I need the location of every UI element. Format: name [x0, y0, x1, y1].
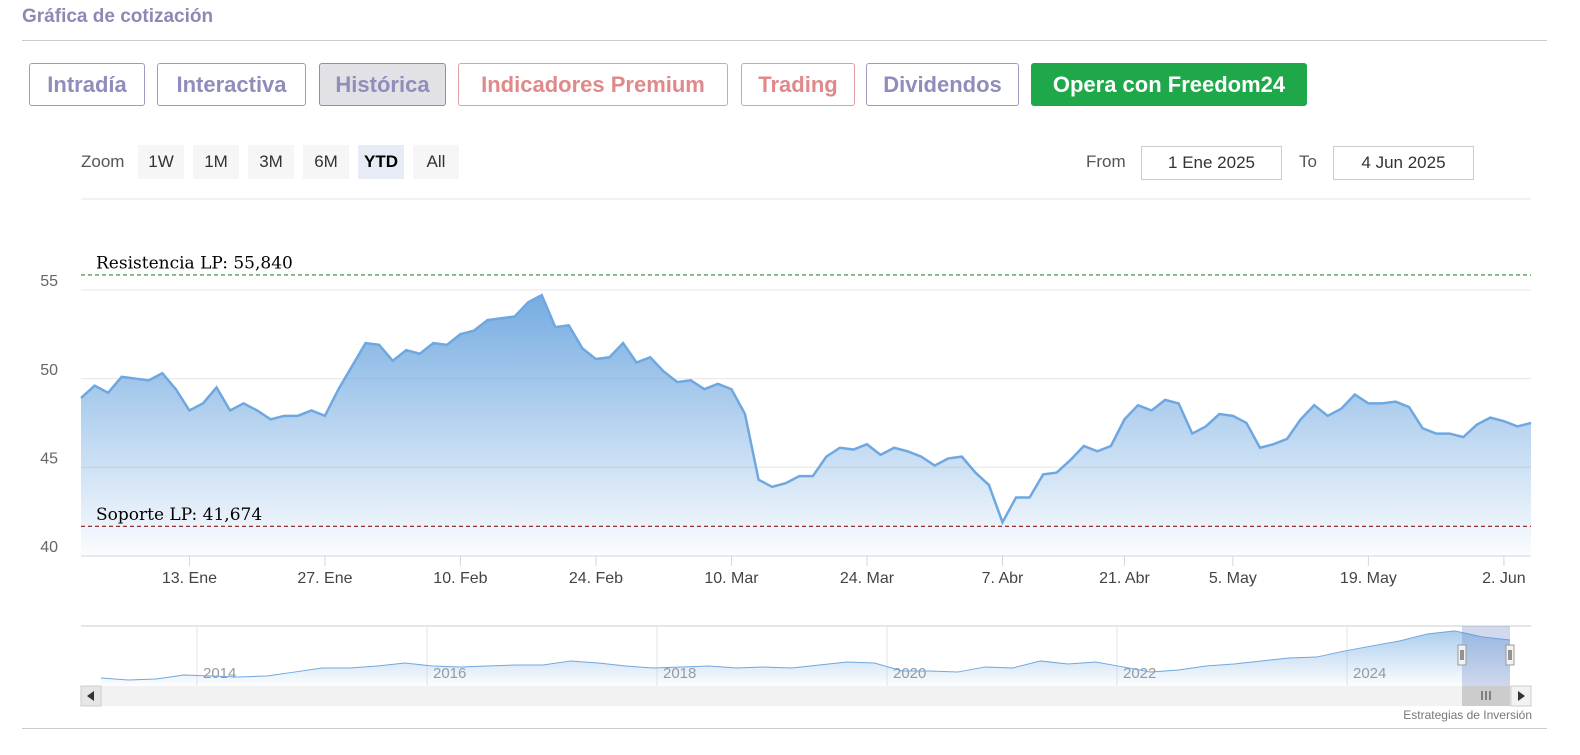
x-tick-label: 24. Mar — [840, 570, 895, 587]
area-fill — [81, 295, 1531, 556]
y-tick-label: 45 — [40, 451, 58, 468]
price-line — [80, 293, 1532, 526]
x-tick-label: 10. Mar — [704, 570, 759, 587]
tab[interactable]: Intradía — [29, 63, 145, 106]
y-tick-label: 40 — [40, 539, 58, 556]
zoom-button[interactable]: 1W — [138, 145, 184, 179]
section-title: Gráfica de cotización — [22, 6, 214, 27]
nav-handle[interactable] — [1457, 644, 1467, 666]
nav-line — [100, 630, 1511, 681]
y-tick-label: 50 — [40, 362, 58, 379]
zoom-button[interactable]: 1M — [193, 145, 239, 179]
x-tick-label: 10. Feb — [433, 570, 487, 587]
reference-label: Soporte LP: 41,674 — [96, 505, 262, 525]
x-tick-label: 13. Ene — [162, 570, 217, 587]
cta-button[interactable]: Opera con Freedom24 — [1031, 63, 1307, 106]
arrow — [1518, 691, 1525, 701]
nav-area — [101, 630, 1510, 686]
y-tick-label: 55 — [40, 273, 58, 290]
x-tick-label: 24. Feb — [569, 570, 623, 587]
from-label: From — [1086, 152, 1126, 171]
divider — [22, 40, 1547, 41]
zoom-button[interactable]: 3M — [248, 145, 294, 179]
zoom-button[interactable]: YTD — [358, 145, 404, 179]
from-input[interactable]: 1 Ene 2025 — [1141, 146, 1282, 180]
divider — [22, 728, 1547, 729]
tab[interactable]: Indicadores Premium — [458, 63, 728, 106]
reference-label: Resistencia LP: 55,840 — [96, 253, 293, 273]
tab[interactable]: Dividendos — [866, 63, 1019, 106]
x-tick-label: 5. May — [1209, 570, 1257, 587]
tab[interactable]: Interactiva — [157, 63, 306, 106]
x-tick-label: 27. Ene — [297, 570, 352, 587]
nav-selection — [1462, 626, 1510, 686]
nav-handle[interactable] — [1505, 644, 1515, 666]
zoom-button[interactable]: All — [413, 145, 459, 179]
tab[interactable]: Trading — [741, 63, 855, 106]
x-tick-label: 19. May — [1340, 570, 1397, 587]
x-tick-label: 7. Abr — [982, 570, 1024, 587]
zoom-label: Zoom — [81, 152, 125, 171]
credit: Estrategias de Inversión — [1403, 708, 1532, 722]
zoom-button[interactable]: 6M — [303, 145, 349, 179]
x-tick-label: 21. Abr — [1099, 570, 1150, 587]
x-tick-label: 2. Jun — [1482, 570, 1526, 587]
tab[interactable]: Histórica — [319, 63, 446, 106]
to-input[interactable]: 4 Jun 2025 — [1333, 146, 1474, 180]
arrow — [87, 691, 94, 701]
scrollbar-track — [81, 686, 1531, 706]
to-label: To — [1299, 152, 1317, 171]
